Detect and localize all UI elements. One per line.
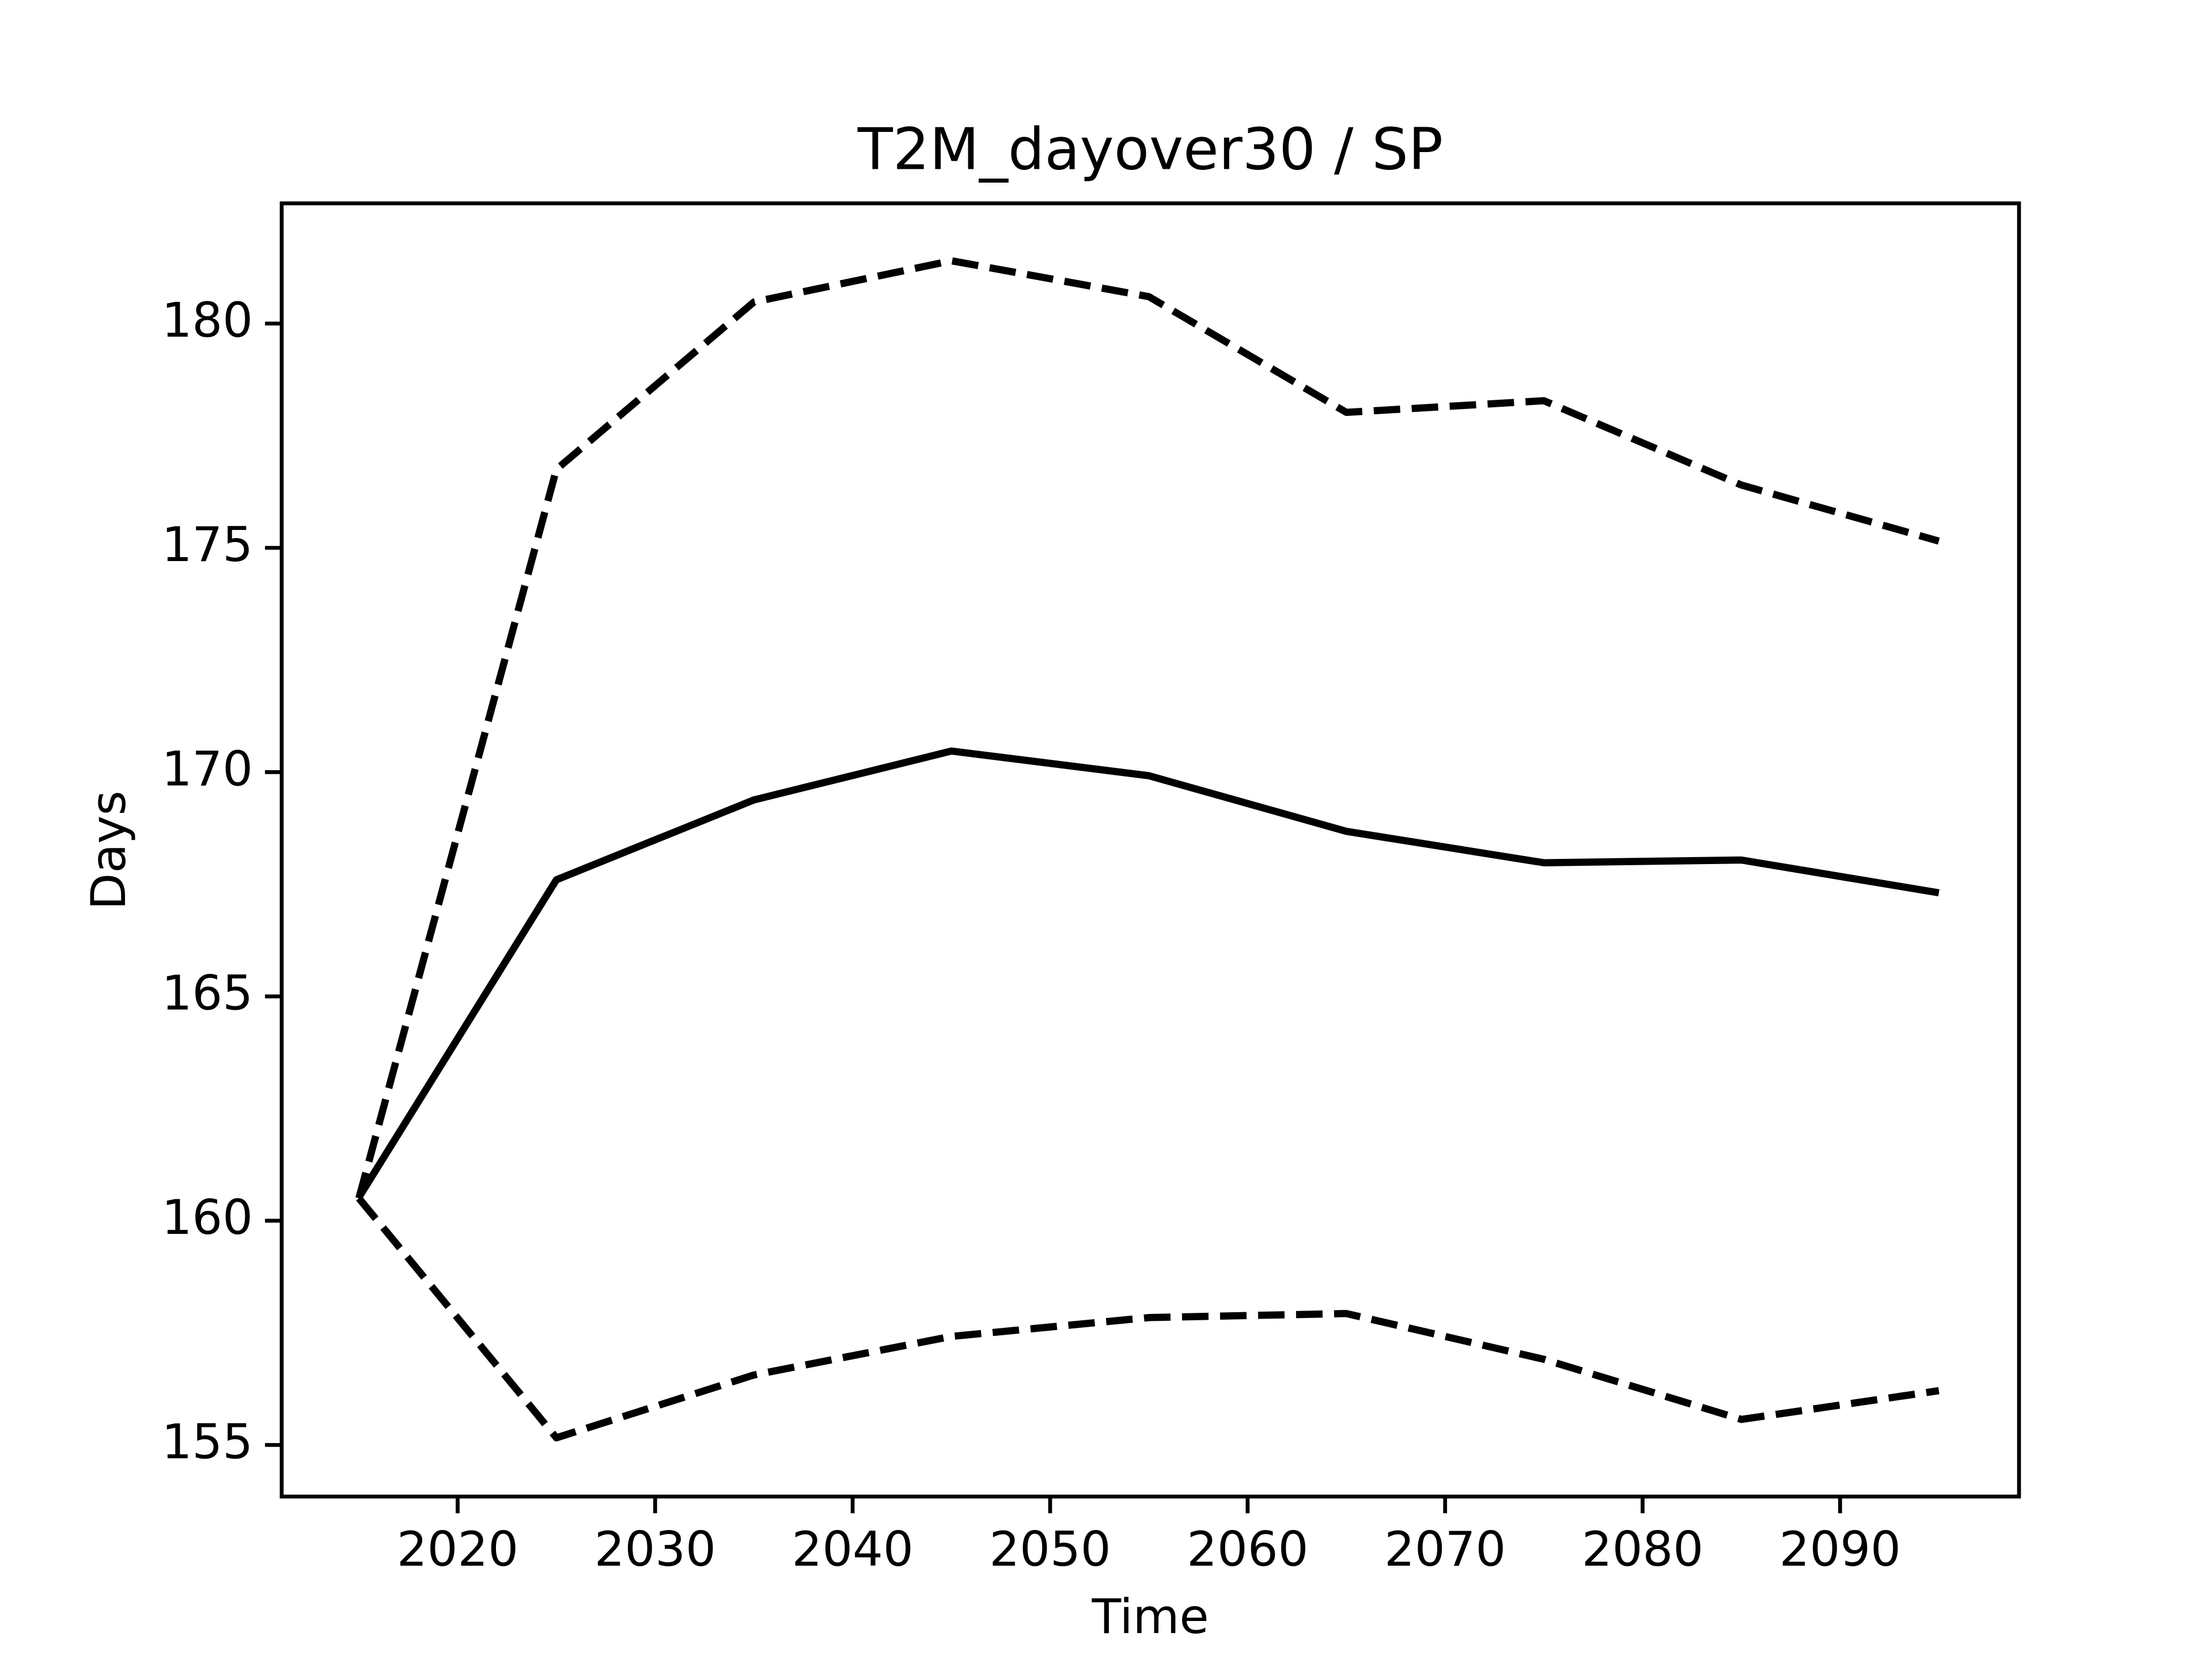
x-tick-label: 2040 (792, 1521, 914, 1577)
y-tick-label: 160 (162, 1190, 253, 1245)
x-axis-label: Time (1091, 1589, 1209, 1645)
y-tick-label: 165 (162, 965, 253, 1021)
plot-frame (279, 201, 2021, 1499)
x-tick-label: 2090 (1779, 1521, 1901, 1577)
y-tick-label: 175 (162, 517, 253, 573)
y-axis-label: Days (81, 790, 137, 910)
x-tick-label: 2070 (1384, 1521, 1506, 1577)
chart-title: T2M_dayover30 / SP (857, 115, 1443, 183)
y-tick-label: 155 (162, 1414, 253, 1469)
x-tick-label: 2060 (1187, 1521, 1308, 1577)
x-tick-label: 2030 (594, 1521, 716, 1577)
line-series (355, 257, 1940, 1199)
y-tick-label: 180 (162, 293, 253, 349)
x-tick-label: 2050 (989, 1521, 1111, 1577)
x-tick-label: 2020 (397, 1521, 518, 1577)
line-series (356, 1196, 1940, 1442)
x-tick-label: 2080 (1582, 1521, 1703, 1577)
line-series (355, 747, 1940, 1199)
y-tick-label: 170 (162, 741, 253, 797)
